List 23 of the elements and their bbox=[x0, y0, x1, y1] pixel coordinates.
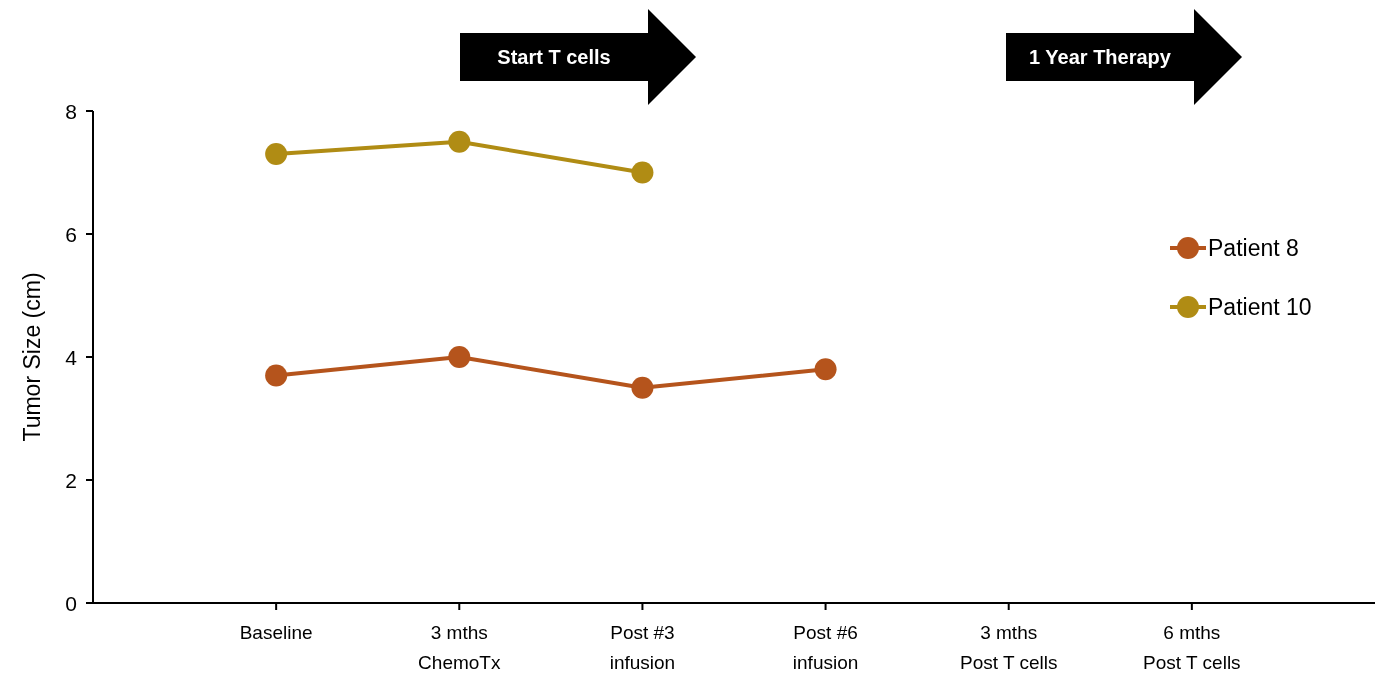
text: 1 Year Therapy bbox=[1029, 46, 1172, 68]
y-axis-title: Tumor Size (cm) bbox=[19, 272, 45, 442]
y-tick-label: 4 bbox=[65, 345, 78, 369]
legend-label: Patient 10 bbox=[1208, 294, 1312, 320]
x-tick-label: Post #6 infusion bbox=[792, 622, 859, 673]
point bbox=[631, 376, 654, 399]
y-tick-label: 8 bbox=[65, 99, 77, 123]
point bbox=[265, 364, 288, 387]
legend-label: Patient 8 bbox=[1208, 235, 1299, 261]
point bbox=[448, 130, 471, 153]
point bbox=[265, 143, 288, 166]
x-tick-label: Post #3 infusion bbox=[609, 622, 676, 673]
y-tick-label: 2 bbox=[65, 468, 77, 492]
x-tick-label: 3 mths ChemoTx bbox=[418, 622, 501, 673]
x-tick-label: 6 mths Post T cells bbox=[1143, 622, 1241, 673]
point bbox=[631, 161, 654, 184]
point bbox=[448, 346, 471, 368]
text: Start T cells bbox=[497, 46, 611, 68]
x-tick-label: 3 mths Post T cells bbox=[959, 622, 1058, 673]
y-tick-label: 6 bbox=[65, 222, 77, 246]
x-tick-label: Baseline bbox=[239, 622, 313, 643]
point bbox=[814, 358, 837, 381]
y-tick-label: 0 bbox=[65, 591, 77, 615]
